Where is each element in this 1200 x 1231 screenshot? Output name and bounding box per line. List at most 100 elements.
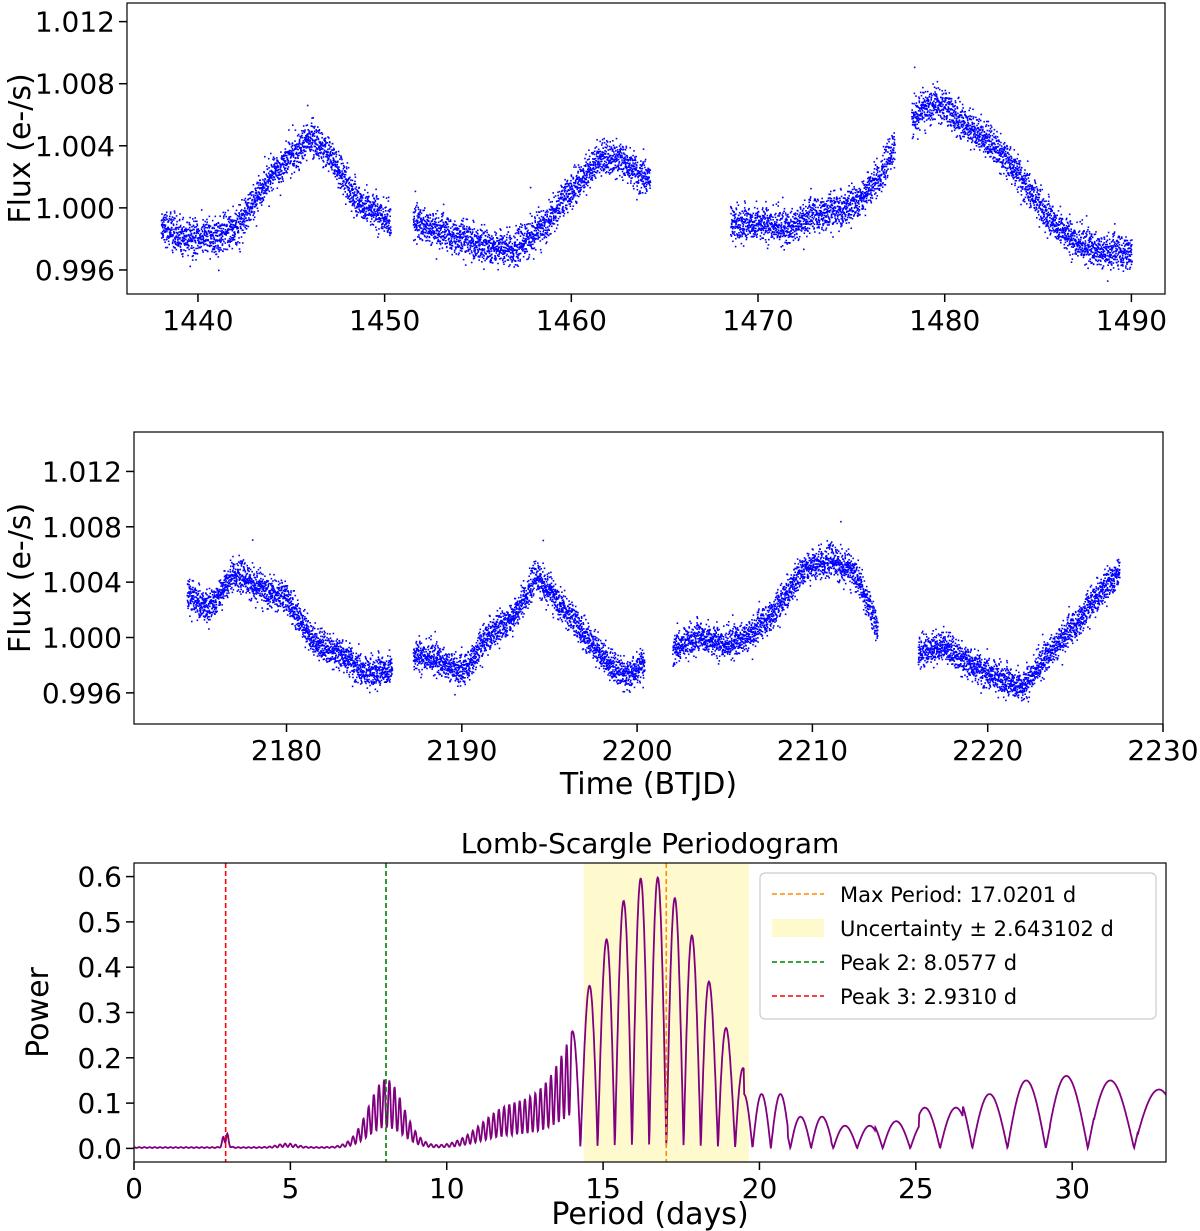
flux-point bbox=[203, 234, 206, 236]
flux-point bbox=[212, 226, 214, 229]
flux-point bbox=[449, 234, 452, 236]
flux-point bbox=[277, 168, 280, 171]
flux-point bbox=[169, 230, 172, 232]
flux-point bbox=[414, 190, 417, 193]
flux-point bbox=[618, 162, 620, 164]
flux-point bbox=[247, 225, 250, 228]
flux-point bbox=[510, 245, 513, 248]
flux-point bbox=[266, 168, 269, 170]
flux-point bbox=[386, 219, 389, 222]
flux-point bbox=[738, 234, 741, 236]
flux-point bbox=[613, 168, 615, 171]
flux-point bbox=[383, 226, 385, 228]
flux-point bbox=[285, 162, 287, 165]
flux-point bbox=[508, 250, 510, 253]
flux-point bbox=[312, 126, 315, 128]
flux-point bbox=[779, 219, 781, 221]
flux-point bbox=[220, 230, 222, 232]
flux-point bbox=[780, 224, 783, 226]
flux-point bbox=[243, 225, 245, 227]
flux-point bbox=[225, 248, 227, 251]
flux-point bbox=[197, 239, 199, 242]
flux-point bbox=[777, 234, 779, 237]
flux-point bbox=[762, 207, 764, 209]
flux-point bbox=[266, 180, 268, 182]
flux-point bbox=[556, 206, 558, 208]
flux-point bbox=[377, 220, 379, 223]
flux-point bbox=[167, 227, 170, 229]
flux-point bbox=[777, 201, 780, 203]
flux-point bbox=[805, 218, 808, 221]
flux-point bbox=[648, 168, 651, 171]
flux-point bbox=[328, 137, 330, 139]
flux-point bbox=[766, 209, 768, 212]
flux-point bbox=[733, 215, 736, 217]
flux-point bbox=[585, 178, 588, 181]
flux-point bbox=[646, 181, 649, 184]
flux-point bbox=[353, 192, 355, 195]
flux-point bbox=[208, 224, 211, 227]
flux-point bbox=[361, 209, 364, 212]
flux-point bbox=[450, 238, 453, 240]
flux-point bbox=[318, 146, 320, 148]
flux-point bbox=[611, 168, 614, 170]
flux-point bbox=[366, 198, 369, 201]
flux-point bbox=[592, 161, 594, 163]
flux-point bbox=[590, 168, 592, 170]
flux-point bbox=[598, 171, 601, 174]
flux-point bbox=[222, 230, 225, 233]
flux-point bbox=[640, 174, 643, 176]
flux-point bbox=[301, 134, 303, 137]
flux-point bbox=[220, 227, 223, 230]
flux-point bbox=[634, 175, 637, 177]
flux-point bbox=[207, 239, 210, 242]
flux-point bbox=[205, 235, 208, 238]
flux-point bbox=[514, 241, 517, 243]
flux-point bbox=[786, 243, 789, 245]
flux-point bbox=[804, 229, 806, 232]
flux-point bbox=[261, 182, 264, 185]
flux-point bbox=[417, 217, 419, 219]
flux-point bbox=[335, 151, 338, 153]
flux-point bbox=[436, 210, 439, 212]
flux-point bbox=[801, 227, 803, 230]
flux-point bbox=[229, 225, 231, 227]
flux-point bbox=[218, 227, 221, 229]
flux-point bbox=[548, 219, 551, 221]
flux-point bbox=[484, 244, 486, 247]
flux-point bbox=[351, 200, 353, 202]
flux-point bbox=[240, 218, 243, 220]
flux-point bbox=[243, 215, 246, 217]
flux-point bbox=[306, 124, 309, 126]
flux-point bbox=[284, 154, 286, 157]
flux-point bbox=[523, 243, 525, 245]
flux-point bbox=[290, 160, 292, 162]
flux-point bbox=[237, 230, 240, 232]
flux-point bbox=[609, 172, 612, 174]
flux-point bbox=[539, 233, 542, 235]
flux-point bbox=[271, 174, 274, 177]
flux-point bbox=[584, 186, 586, 188]
flux-point bbox=[362, 207, 364, 210]
flux-point bbox=[495, 257, 497, 260]
flux-point bbox=[637, 170, 640, 172]
flux-point bbox=[548, 225, 551, 227]
flux-point bbox=[648, 170, 650, 172]
flux-point bbox=[779, 236, 782, 238]
flux-point bbox=[572, 182, 575, 184]
flux-point bbox=[303, 145, 305, 148]
flux-point bbox=[493, 258, 496, 260]
y-tick-label: 1.000 bbox=[35, 192, 115, 225]
flux-point bbox=[570, 188, 572, 191]
flux-point bbox=[499, 238, 501, 240]
flux-point bbox=[214, 245, 216, 248]
flux-point bbox=[358, 186, 361, 189]
flux-point bbox=[543, 229, 545, 231]
flux-point bbox=[369, 224, 372, 226]
flux-point bbox=[238, 215, 241, 217]
flux-point bbox=[235, 221, 238, 224]
flux-point bbox=[744, 214, 746, 216]
flux-point bbox=[462, 220, 464, 222]
flux-point bbox=[534, 237, 536, 240]
flux-point bbox=[324, 143, 327, 146]
